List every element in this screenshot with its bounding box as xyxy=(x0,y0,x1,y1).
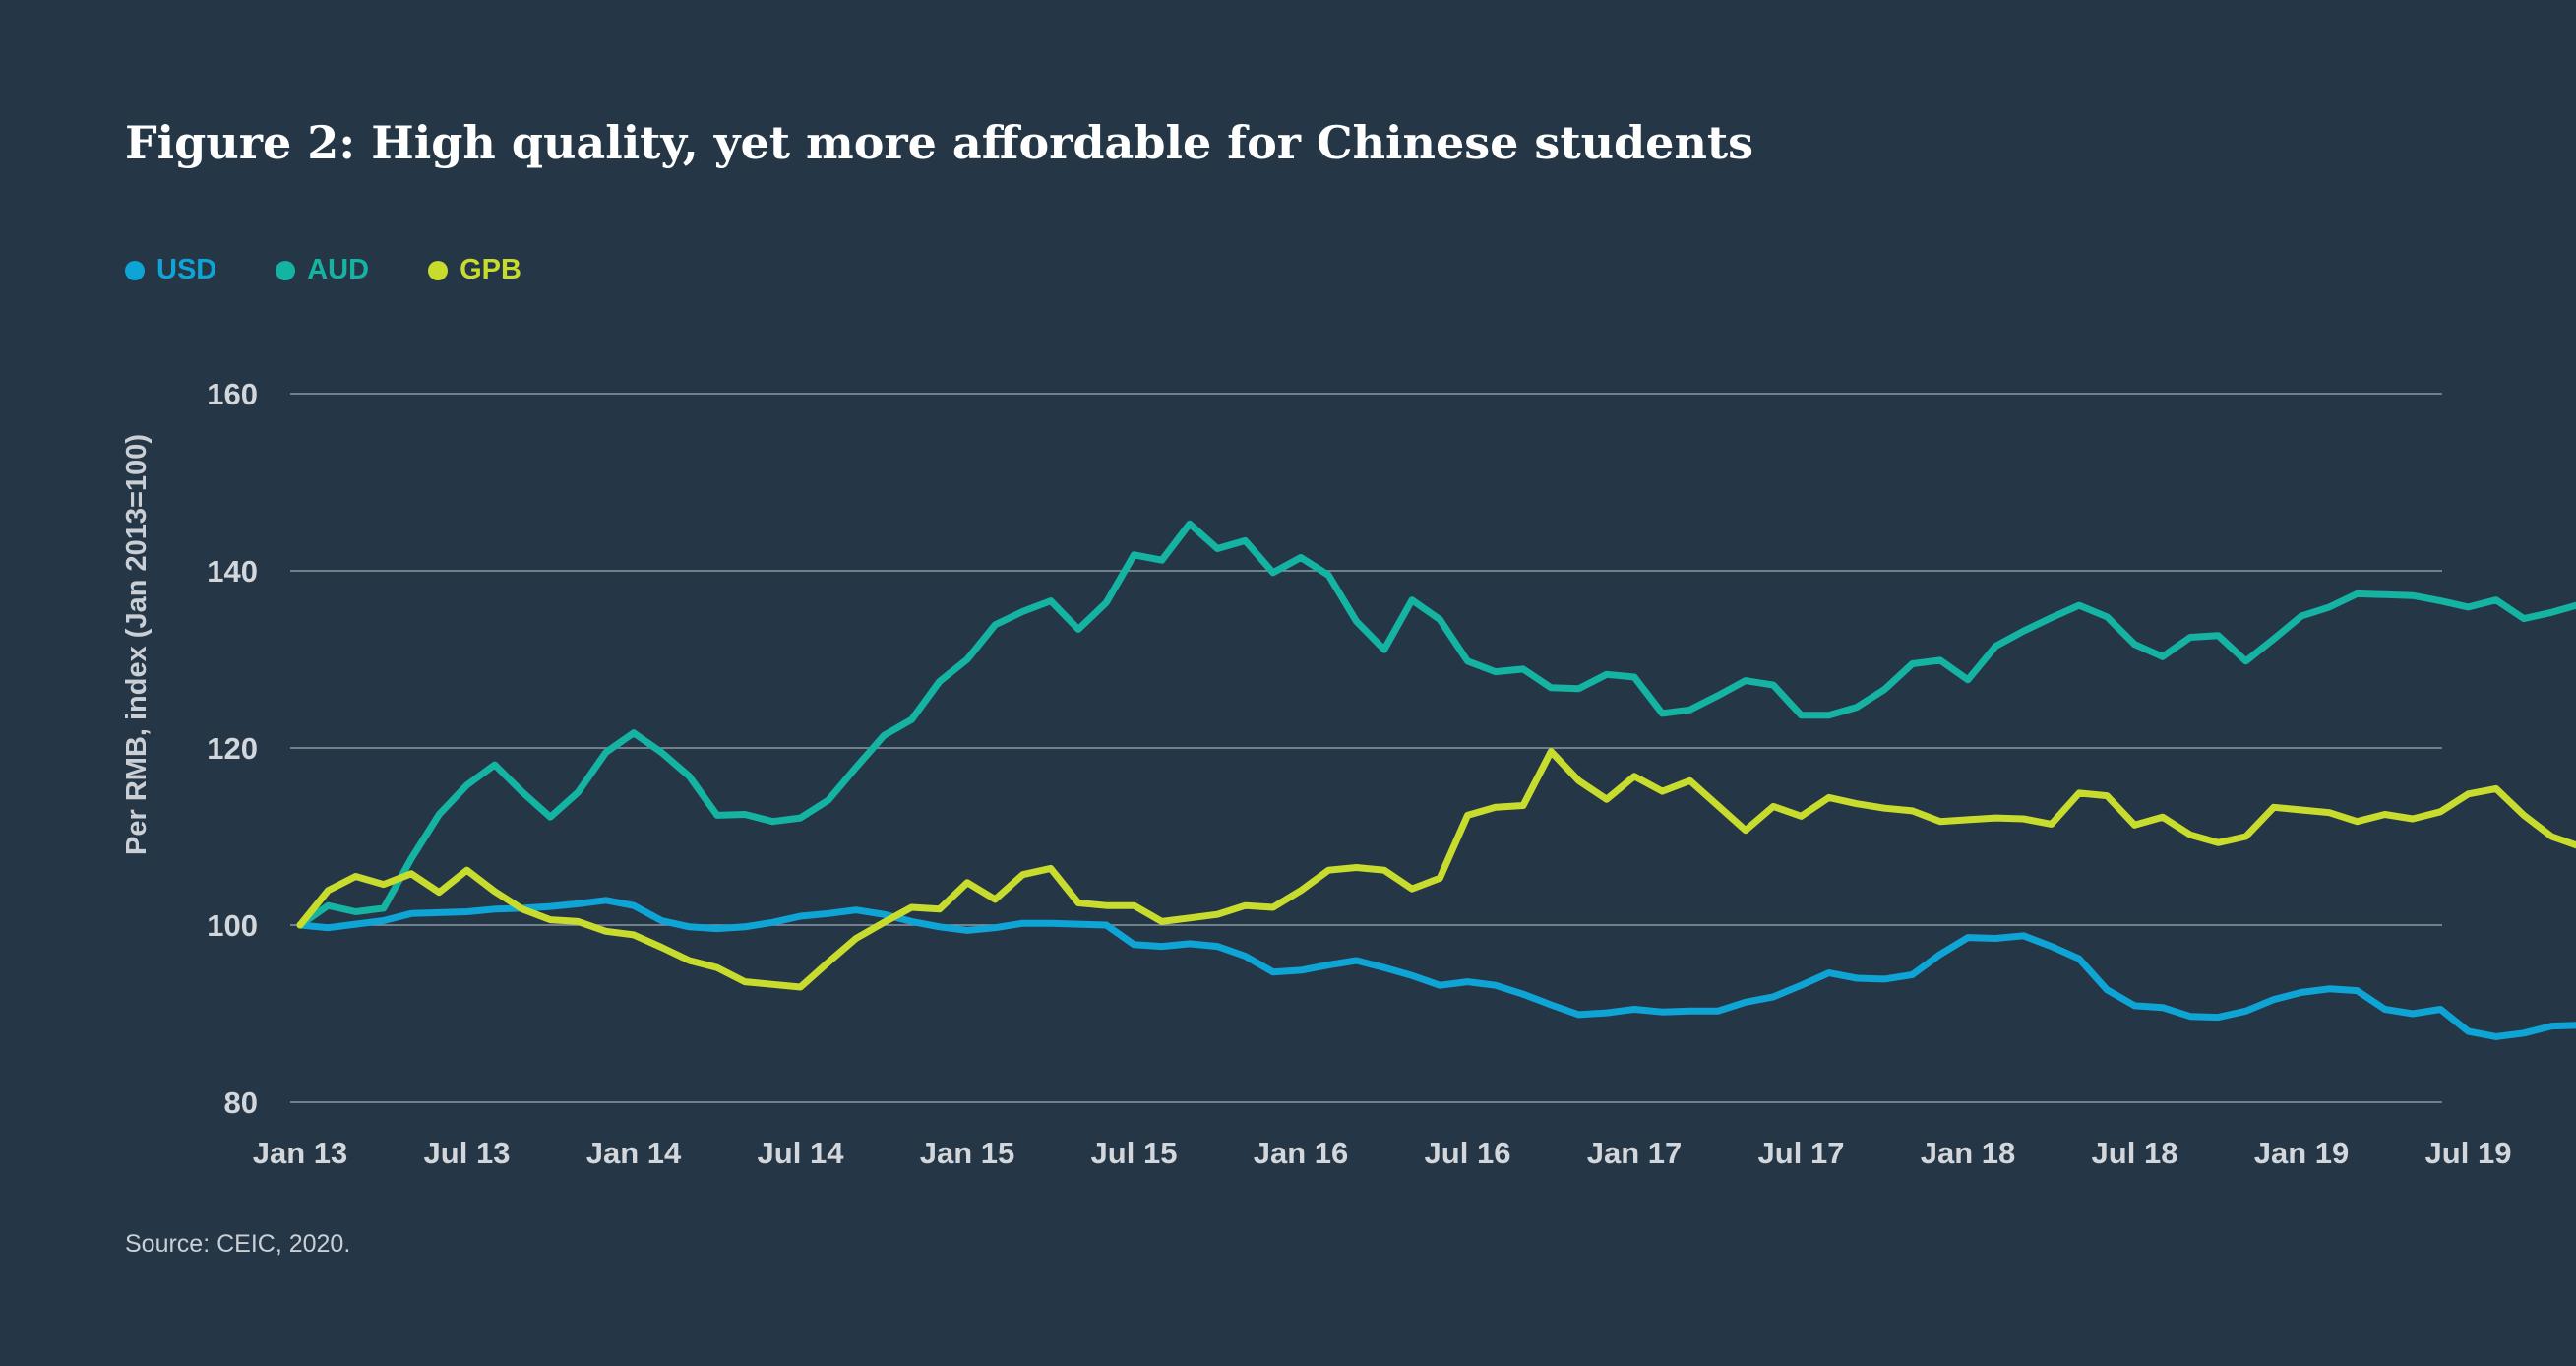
y-tick-label: 140 xyxy=(207,554,258,589)
x-tick-label: Jul 18 xyxy=(2092,1136,2178,1170)
gridlines xyxy=(290,393,2442,1103)
legend-label-gpb: GPB xyxy=(460,254,521,285)
series-line-usd xyxy=(296,897,2576,1040)
legend-item-aud: AUD xyxy=(276,254,369,286)
legend-marker-usd xyxy=(125,260,145,280)
y-tick-label: 100 xyxy=(207,908,258,943)
legend: USD AUD GPB xyxy=(125,254,521,286)
chart-title: Figure 2: High quality, yet more afforda… xyxy=(125,116,1754,169)
x-tick-label: Jul 14 xyxy=(758,1136,845,1170)
y-tick-label: 80 xyxy=(224,1086,258,1120)
x-tick-label: Jan 16 xyxy=(1254,1136,1349,1170)
source-note: Source: CEIC, 2020. xyxy=(125,1230,351,1258)
x-tick-label: Jan 13 xyxy=(253,1136,348,1170)
x-tick-label: Jan 14 xyxy=(586,1136,682,1170)
x-tick-label: Jan 15 xyxy=(920,1136,1015,1170)
x-axis-ticks: Jan 13 Jul 13 Jan 14 Jul 14 Jan 15 Jul 15 Jan … xyxy=(253,1136,2512,1170)
series-line-aud xyxy=(296,520,2576,929)
x-tick-label: Jul 17 xyxy=(1758,1136,1845,1170)
x-tick-label: Jan 19 xyxy=(2254,1136,2350,1170)
x-tick-label: Jul 15 xyxy=(1091,1136,1178,1170)
legend-label-aud: AUD xyxy=(307,254,370,285)
y-tick-label: 160 xyxy=(207,377,258,411)
y-axis-label: Per RMB, index (Jan 2013=100) xyxy=(121,434,153,855)
x-tick-label: Jul 16 xyxy=(1425,1136,1511,1170)
y-tick-label: 120 xyxy=(207,731,258,766)
x-tick-label: Jul 13 xyxy=(424,1136,511,1170)
x-tick-label: Jan 18 xyxy=(1921,1136,2016,1170)
series-lines xyxy=(296,520,2576,1040)
x-tick-label: Jul 19 xyxy=(2425,1136,2512,1170)
series-line-gpb xyxy=(296,748,2576,991)
legend-item-usd: USD xyxy=(125,254,216,286)
legend-marker-aud xyxy=(276,260,296,280)
x-tick-label: Jan 17 xyxy=(1587,1136,1683,1170)
legend-marker-gpb xyxy=(428,260,449,280)
legend-label-usd: USD xyxy=(156,254,217,285)
legend-item-gpb: GPB xyxy=(428,254,521,286)
y-axis-ticks: 80 100 120 140 160 xyxy=(207,377,258,1120)
